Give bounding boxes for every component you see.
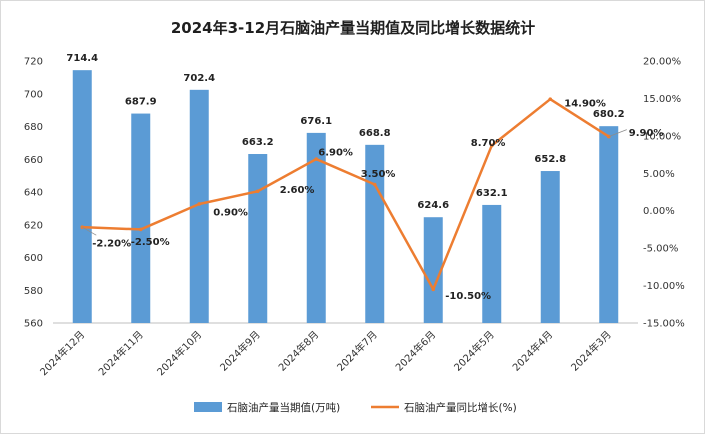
- bar-value-label: 668.8: [359, 128, 391, 139]
- bar: [482, 204, 502, 323]
- bar-value-label: 714.4: [66, 53, 98, 64]
- bar-value-label: 687.9: [125, 97, 157, 108]
- bar-value-label: 624.6: [417, 200, 449, 211]
- bar: [131, 113, 151, 323]
- y-right-tick-label: 15.00%: [643, 94, 681, 105]
- line-point: [431, 287, 436, 292]
- bar-value-label: 652.8: [534, 154, 566, 165]
- bar: [189, 89, 209, 323]
- y-right-tick-label: 0.00%: [643, 206, 675, 217]
- line-value-label: 2.60%: [280, 185, 315, 196]
- line-point: [489, 143, 494, 148]
- line-value-label: 8.70%: [471, 138, 506, 149]
- chart-title: 2024年3-12月石脑油产量当期值及同比增长数据统计: [171, 19, 535, 37]
- bar-value-label: 632.1: [476, 188, 508, 199]
- bar: [599, 126, 619, 323]
- x-tick-label: 2024年6月: [393, 328, 439, 374]
- x-tick-label: 2024年5月: [451, 328, 497, 374]
- y-left-tick-label: 720: [24, 57, 43, 68]
- bar-value-label: 680.2: [593, 109, 625, 120]
- line-point: [138, 227, 143, 232]
- line-value-label: -2.50%: [131, 237, 170, 248]
- x-tick-label: 2024年10月: [154, 328, 204, 378]
- line-value-label: 3.50%: [361, 169, 396, 180]
- line-series: [80, 97, 611, 292]
- bar-value-label: 702.4: [183, 73, 215, 84]
- line-point: [314, 157, 319, 161]
- y-left-tick-label: 660: [24, 155, 43, 166]
- line-point: [197, 202, 202, 206]
- y-left-tick-label: 680: [24, 122, 43, 133]
- x-tick-label: 2024年3月: [568, 328, 614, 374]
- y-right-tick-label: -10.00%: [643, 281, 685, 292]
- y-right-tick-label: 5.00%: [643, 169, 675, 180]
- bar: [540, 171, 560, 323]
- bar-value-label: 663.2: [242, 137, 274, 148]
- bar: [365, 144, 385, 323]
- line-value-label: 14.90%: [564, 99, 606, 110]
- line-point: [372, 182, 377, 187]
- legend-label-line: 石脑油产量同比增长(%): [404, 401, 517, 414]
- bar-series: [72, 70, 619, 323]
- data-labels: 714.4 687.9 702.4 663.2 676.1 668.8 624.6 632.1…: [66, 53, 663, 302]
- label-leader-line: [608, 129, 627, 137]
- line-point: [255, 189, 260, 194]
- line-point: [548, 97, 553, 101]
- y-left-tick-label: 560: [24, 319, 43, 330]
- x-tick-label: 2024年8月: [276, 328, 322, 374]
- legend-label-bar: 石脑油产量当期值(万吨): [227, 401, 340, 414]
- line-value-label: 0.90%: [213, 207, 248, 218]
- y-left-tick-label: 600: [24, 253, 43, 264]
- x-tick-label: 2024年11月: [96, 328, 146, 378]
- growth-line: [81, 97, 610, 291]
- y-right-tick-label: 20.00%: [643, 57, 681, 68]
- x-tick-label: 2024年4月: [510, 328, 556, 374]
- y-right-tick-label: 10.00%: [643, 131, 681, 142]
- y-left-tick-label: 580: [24, 286, 43, 297]
- line-value-label: 9.90%: [629, 128, 664, 139]
- line-value-label: -10.50%: [445, 291, 491, 302]
- legend: 石脑油产量当期值(万吨) 石脑油产量同比增长(%): [194, 401, 517, 414]
- x-tick-label: 2024年9月: [217, 328, 263, 374]
- y-right-tick-label: -5.00%: [643, 244, 678, 255]
- bar-value-label: 676.1: [300, 116, 332, 127]
- y-right-tick-label: -15.00%: [643, 319, 685, 330]
- y-left-tick-label: 700: [24, 89, 43, 100]
- bar: [248, 154, 268, 323]
- label-leader-line: [82, 226, 97, 236]
- legend-swatch-bar: [194, 402, 222, 412]
- line-value-label: -2.20%: [92, 239, 131, 250]
- x-tick-label: 2024年12月: [37, 328, 87, 378]
- bar: [423, 217, 443, 323]
- x-tick-label: 2024年7月: [334, 328, 380, 374]
- bar: [72, 70, 92, 323]
- y-left-tick-label: 640: [24, 188, 43, 199]
- bar: [306, 132, 326, 323]
- line-value-label: 6.90%: [318, 148, 353, 159]
- y-left-tick-label: 620: [24, 220, 43, 231]
